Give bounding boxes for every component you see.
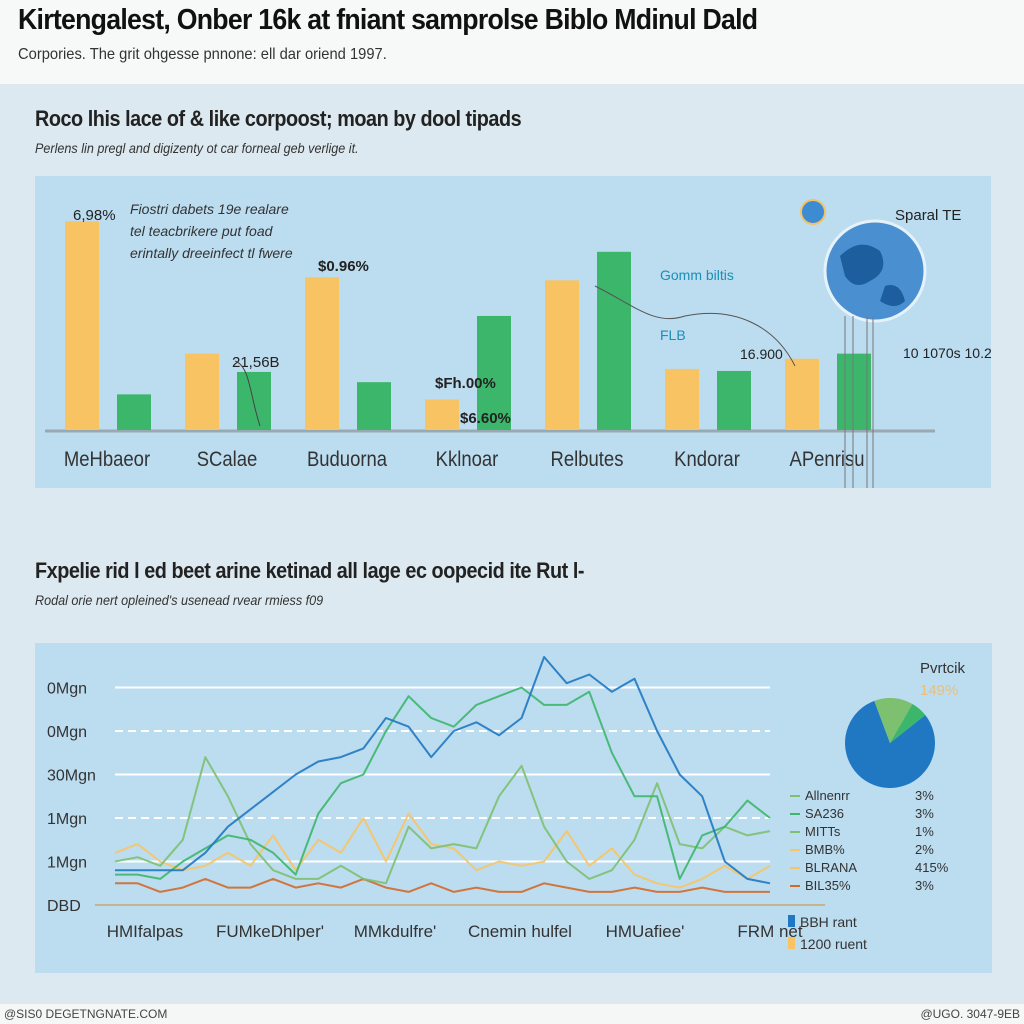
bar-yellow <box>65 221 99 430</box>
x-tick-label: MeHbaeor <box>64 448 151 471</box>
bar-yellow <box>185 353 219 430</box>
annotation: $6.60% <box>460 410 511 427</box>
annotation: FLB <box>660 327 686 343</box>
legend-swatch <box>788 937 795 949</box>
y-tick-label: 1Mgn <box>47 811 87 828</box>
x-tick-label: SCalae <box>197 448 258 471</box>
section2-subtitle: Rodal orie nert opleined's usenead rvear… <box>35 592 324 608</box>
annotation: $Fh.00% <box>435 375 496 392</box>
annotation: Gomm biltis <box>660 267 734 283</box>
series-line-light_green <box>114 756 771 885</box>
section1-title: Roco lhis lace of & like corpoost; moan … <box>35 106 522 131</box>
annotation: $0.96% <box>318 258 369 275</box>
legend-value: 3% <box>915 806 934 821</box>
bar-chart-panel: MeHbaeor SCalae Buduorna Kklnoar Relbutes Knd… <box>35 176 1012 488</box>
series-line-blue <box>115 656 771 885</box>
x-tick-label: Kklnoar <box>436 448 499 471</box>
pie-slice <box>874 698 913 743</box>
footer-right: @UGO. 3047-9EB <box>920 1007 1020 1021</box>
annotation: 10 1070s 10.23% <box>903 345 991 361</box>
legend-swatch <box>788 915 795 927</box>
legend-value: 415% <box>915 860 949 875</box>
annotation: 6,98% <box>73 207 116 224</box>
legend-label: BIL35% <box>805 878 851 893</box>
legend-value: 3% <box>915 878 934 893</box>
legend-value: 2% <box>915 842 934 857</box>
series-line-orange <box>115 877 770 893</box>
x-tick-label: MMkdulfre' <box>354 922 437 941</box>
x-tick-label: HMIfalpas <box>107 922 184 941</box>
bar-green <box>477 315 511 430</box>
bar-green <box>357 382 391 430</box>
bar-green <box>597 251 631 430</box>
section2-title: Fxpelie rid l ed beet arine ketinad all … <box>35 558 585 583</box>
small-globe-icon <box>800 199 826 225</box>
y-tick-label: 30Mgn <box>47 768 96 785</box>
pie-slice <box>845 700 935 788</box>
annotation: Fiostri dabets 19e realare <box>130 201 289 217</box>
legend-label: MITTs <box>805 824 841 839</box>
annotation: 16.900 <box>740 346 783 362</box>
pie-slice <box>890 704 926 743</box>
bar-yellow <box>305 277 339 430</box>
bar-green <box>117 394 151 430</box>
bar-yellow <box>545 280 579 430</box>
y-tick-label: 1Mgn <box>47 855 87 872</box>
bar-yellow <box>425 399 459 430</box>
footer-left: @SIS0 DEGETNGNATE.COM <box>4 1007 168 1021</box>
x-tick-label: Buduorna <box>307 448 387 471</box>
y-tick-label: 0Mgn <box>47 724 87 741</box>
x-tick-label: Cnemin hulfel <box>468 922 572 941</box>
x-tick-label: APenrisu <box>790 448 865 471</box>
legend-label: BLRANA <box>805 860 857 875</box>
annotation: tel teacbrikere put foad <box>130 223 274 239</box>
bar-yellow <box>785 358 819 430</box>
annotation-full: Fiostri dabets 19e realare tel teacbrike… <box>35 176 69 177</box>
x-tick-label: FRM net <box>737 922 802 941</box>
page-title: Kirtengalest, Onber 16k at fniant sampro… <box>18 4 758 36</box>
annotation: 21,56B <box>232 354 280 371</box>
x-tick-label: HMUafiee' <box>606 922 685 941</box>
legend-value: 3% <box>915 788 934 803</box>
y-tick-label: DBD <box>47 898 81 915</box>
globe-icon <box>823 219 927 323</box>
x-tick-label: Kndorar <box>674 448 740 471</box>
connector-line <box>234 360 261 427</box>
bar-chart: MeHbaeor SCalae Buduorna Kklnoar Relbutes Knd… <box>35 176 1012 488</box>
footer: @SIS0 DEGETNGNATE.COM @UGO. 3047-9EB <box>0 1004 1024 1024</box>
page-subtitle: Corpories. The grit ohgesse pnnone: ell … <box>18 46 387 63</box>
connector-line <box>594 285 796 367</box>
x-tick-label: FUMkeDhlper' <box>216 922 324 941</box>
line-chart-panel: DBD 1Mgn 1Mgn 30Mgn 0Mgn 0Mgn HMIfalpas FUMkeDh… <box>35 643 992 973</box>
legend-label: BMB% <box>805 842 845 857</box>
pie-title: Pvrtcik <box>920 660 966 677</box>
globe-land <box>840 244 905 306</box>
y-tick-label: 0Mgn <box>47 681 87 698</box>
header: Kirtengalest, Onber 16k at fniant sampro… <box>0 0 1024 84</box>
annotation: Sparal TE <box>895 207 961 224</box>
series-line-green <box>115 686 771 880</box>
x-tick-label: Relbutes <box>551 448 624 471</box>
legend-value: 1% <box>915 824 934 839</box>
legend-label: BBH rant <box>800 914 857 930</box>
legend-label: 1200 ruent <box>800 936 867 952</box>
bar-green <box>237 371 271 430</box>
pie-label: 149% <box>920 682 958 699</box>
bar-green <box>837 353 871 430</box>
section1-subtitle: Perlens lin pregl and digizenty ot car f… <box>35 140 359 156</box>
bar-green <box>717 370 751 430</box>
line-chart: DBD 1Mgn 1Mgn 30Mgn 0Mgn 0Mgn HMIfalpas FUMkeDh… <box>47 656 966 952</box>
legend-label: SA236 <box>805 806 844 821</box>
annotation: erintally dreeinfect tl fwere <box>130 245 293 261</box>
legend-label: Allnenrr <box>805 788 850 803</box>
bar-yellow <box>665 368 699 430</box>
